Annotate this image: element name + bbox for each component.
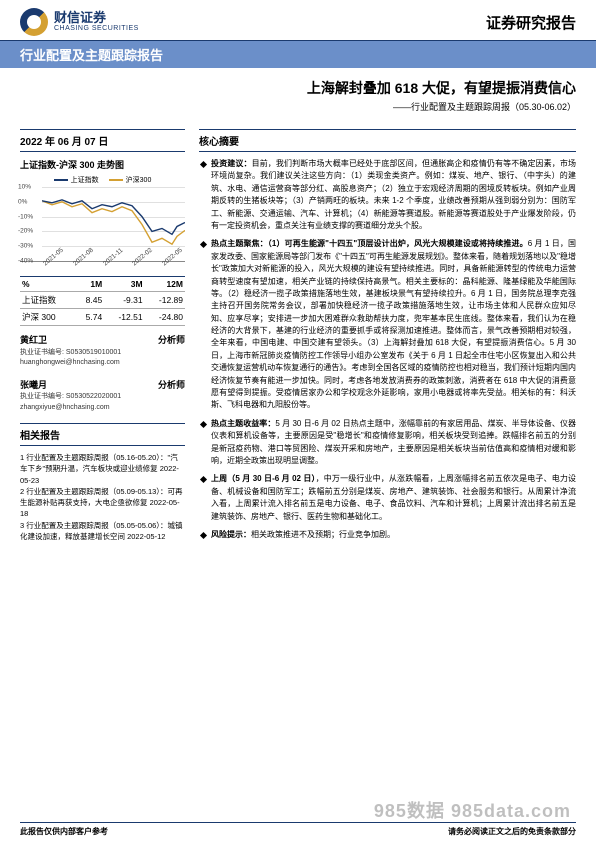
analyst-name: 黄红卫 <box>20 334 47 348</box>
table-header: % <box>20 277 75 292</box>
table-cell: 8.45 <box>75 292 105 309</box>
analyst-role: 分析师 <box>158 334 185 348</box>
chart-title: 上证指数-沪深 300 走势图 <box>20 158 185 171</box>
bullet-text: 6 月 1 日，国家发改委、国家能源局等部门发布《"十四五"可再生能源发展规划》… <box>211 239 576 409</box>
bullet-item: 热点主题聚焦：（1）可再生能源"十四五"顶层设计出炉，风光大规模建设或将持续推进… <box>199 238 576 411</box>
table-row: 沪深 300 5.74 -12.51 -24.80 <box>20 309 185 326</box>
table-cell: 上证指数 <box>20 292 75 309</box>
legend-label-2: 沪深300 <box>126 175 152 185</box>
y-tick: -30% <box>18 243 33 250</box>
index-chart: 上证指数 沪深300 10% 0% -10% -20% -30% -40% <box>20 175 185 270</box>
y-tick: 0% <box>18 198 27 205</box>
analyst-name-row: 黄红卫 分析师 <box>20 334 185 348</box>
analyst-1: 黄红卫 分析师 执业证书编号: S0530519010001 huanghong… <box>20 334 185 369</box>
analyst-email: huanghongwei@hnchasing.com <box>20 358 185 369</box>
table-header: 1M <box>75 277 105 292</box>
logo-en: CHASING SECURITIES <box>54 25 139 33</box>
report-date: 2022 年 06 月 07 日 <box>20 129 185 152</box>
table-header: 3M <box>104 277 144 292</box>
legend-item-1: 上证指数 <box>54 175 99 185</box>
related-title: 相关报告 <box>20 423 185 446</box>
table-cell: -24.80 <box>145 309 185 326</box>
analyst-email: zhangxiyue@hnchasing.com <box>20 403 185 414</box>
logo-cn: 财信证券 <box>54 11 139 25</box>
bullet-text: 目前，我们判断市场大概率已经处于底部区间，但通胀高企和疫情仍有等不确定因素，市场… <box>211 159 576 230</box>
analyst-role: 分析师 <box>158 379 185 393</box>
related-item: 1 行业配置及主题跟踪周报（05.16-05.20）："汽车下乡"预期升温，汽车… <box>20 452 185 486</box>
legend-line-1 <box>54 179 68 181</box>
left-column: 2022 年 06 月 07 日 上证指数-沪深 300 走势图 上证指数 沪深… <box>20 129 185 547</box>
bullet-lead: 投资建议： <box>211 159 252 168</box>
bullet-item: 上周（5 月 30 日-6 月 02 日），中万一级行业中，从涨跌幅看，上周涨幅… <box>199 473 576 523</box>
bullet-item: 热点主题收益率：5 月 30 日-6 月 02 日热点主题中，涨幅靠前的有家居用… <box>199 418 576 468</box>
analyst-cert: 执业证书编号: S0530522020001 <box>20 392 185 403</box>
right-column: 核心摘要 投资建议：目前，我们判断市场大概率已经处于底部区间，但通胀高企和疫情仍… <box>199 129 576 547</box>
legend-label-1: 上证指数 <box>71 175 99 185</box>
footer: 此报告仅供内部客户参考 请务必阅读正文之后的免责条款部分 <box>20 822 576 837</box>
table-cell: 沪深 300 <box>20 309 75 326</box>
table-cell: -12.51 <box>104 309 144 326</box>
bullet-lead: 上周（5 月 30 日-6 月 02 日） <box>211 474 316 483</box>
footer-right: 请务必阅读正文之后的免责条款部分 <box>448 826 576 837</box>
content-area: 2022 年 06 月 07 日 上证指数-沪深 300 走势图 上证指数 沪深… <box>0 121 596 547</box>
performance-table: % 1M 3M 12M 上证指数 8.45 -9.31 -12.89 沪深 30… <box>20 276 185 326</box>
related-reports: 1 行业配置及主题跟踪周报（05.16-05.20）："汽车下乡"预期升温，汽车… <box>20 452 185 542</box>
footer-left: 此报告仅供内部客户参考 <box>20 826 108 837</box>
table-row: 上证指数 8.45 -9.31 -12.89 <box>20 292 185 309</box>
series1-line <box>42 200 185 235</box>
logo-text: 财信证券 CHASING SECURITIES <box>54 11 139 33</box>
summary-title: 核心摘要 <box>199 129 576 152</box>
table-cell: -9.31 <box>104 292 144 309</box>
summary-bullets: 投资建议：目前，我们判断市场大概率已经处于底部区间，但通胀高企和疫情仍有等不确定… <box>199 158 576 541</box>
related-item: 2 行业配置及主题跟踪周报（05.09-05.13）：可再生能源补贴再获支持，大… <box>20 486 185 520</box>
legend-item-2: 沪深300 <box>109 175 152 185</box>
table-header-row: % 1M 3M 12M <box>20 277 185 292</box>
report-type-band: 行业配置及主题跟踪报告 <box>0 41 596 68</box>
bullet-lead: 风险提示： <box>211 530 251 539</box>
y-tick: -40% <box>18 258 33 265</box>
table-header: 12M <box>145 277 185 292</box>
table-cell: -12.89 <box>145 292 185 309</box>
bullet-item: 风险提示：相关政策推进不及预期；行业竞争加剧。 <box>199 529 576 541</box>
table-cell: 5.74 <box>75 309 105 326</box>
series2-line <box>42 201 185 244</box>
legend-line-2 <box>109 179 123 181</box>
bullet-item: 投资建议：目前，我们判断市场大概率已经处于底部区间，但通胀高企和疫情仍有等不确定… <box>199 158 576 232</box>
bullet-lead: 热点主题聚焦：（1）可再生能源"十四五"顶层设计出炉，风光大规模建设或将持续推进… <box>211 239 528 248</box>
logo-area: 财信证券 CHASING SECURITIES <box>20 8 139 36</box>
bullet-text: 相关政策推进不及预期；行业竞争加剧。 <box>251 530 395 539</box>
analyst-name-row: 张曦月 分析师 <box>20 379 185 393</box>
related-item: 3 行业配置及主题跟踪周报（05.05-05.06）：城镇化建设加速，释放基建增… <box>20 520 185 543</box>
header-right: 证券研究报告 <box>486 12 576 33</box>
bullet-lead: 热点主题收益率： <box>211 419 275 428</box>
logo-icon <box>20 8 48 36</box>
analyst-name: 张曦月 <box>20 379 47 393</box>
header: 财信证券 CHASING SECURITIES 证券研究报告 <box>0 0 596 41</box>
y-tick: 10% <box>18 184 31 191</box>
chart-plot-area: 10% 0% -10% -20% -30% -40% <box>20 187 185 262</box>
subtitle: ——行业配置及主题跟踪周报（05.30-06.02） <box>20 100 576 113</box>
chart-legend: 上证指数 沪深300 <box>20 175 185 185</box>
watermark: 985数据 985data.com <box>374 797 571 823</box>
analyst-2: 张曦月 分析师 执业证书编号: S0530522020001 zhangxiyu… <box>20 379 185 414</box>
analyst-cert: 执业证书编号: S0530519010001 <box>20 348 185 359</box>
x-axis-labels: 2021-05 2021-08 2021-11 2022-02 2022-05 <box>20 262 185 269</box>
y-tick: -10% <box>18 213 33 220</box>
main-title: 上海解封叠加 618 大促，有望提振消费信心 <box>20 78 576 98</box>
y-tick: -20% <box>18 228 33 235</box>
